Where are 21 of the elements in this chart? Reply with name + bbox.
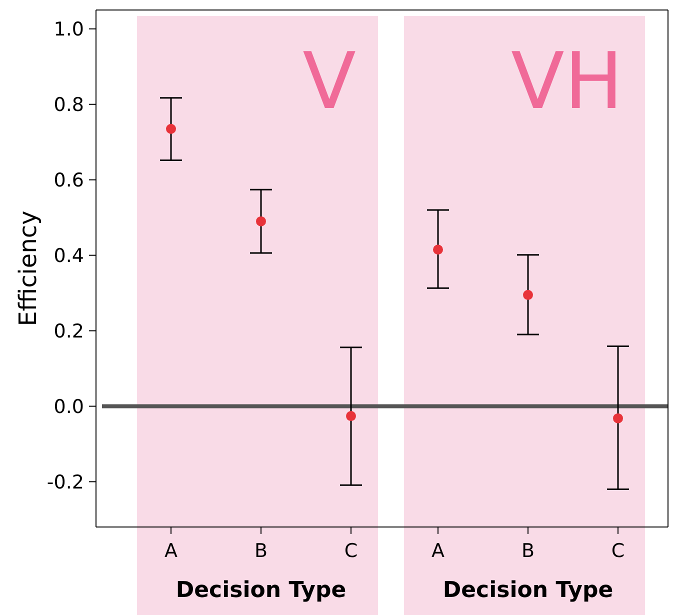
- point: [256, 216, 266, 226]
- y-tick-label: 1.0: [54, 18, 84, 41]
- x-axis-title: Decision Type: [442, 578, 614, 603]
- x-tick-label: B: [254, 540, 268, 562]
- x-tick-label: A: [432, 540, 444, 562]
- x-tick-label: C: [344, 540, 358, 562]
- point: [166, 124, 176, 134]
- chart-title: V: [302, 37, 356, 127]
- y-tick-label: 0.0: [54, 396, 84, 418]
- y-tick-label: 0.8: [54, 94, 84, 116]
- x-tick-label: B: [521, 540, 535, 562]
- x-tick-label: C: [611, 540, 625, 562]
- y-tick-label: 0.4: [54, 244, 84, 267]
- x-tick-label: A: [164, 540, 178, 562]
- y-tick-label: -0.2: [46, 471, 84, 494]
- y-axis-title: Efficiency: [14, 210, 42, 326]
- chart-title: VH: [510, 37, 623, 127]
- point: [346, 411, 356, 422]
- y-tick-label: 0.2: [54, 320, 84, 342]
- y-tick-label: 0.6: [54, 169, 84, 192]
- x-axis-title: Decision Type: [176, 578, 346, 603]
